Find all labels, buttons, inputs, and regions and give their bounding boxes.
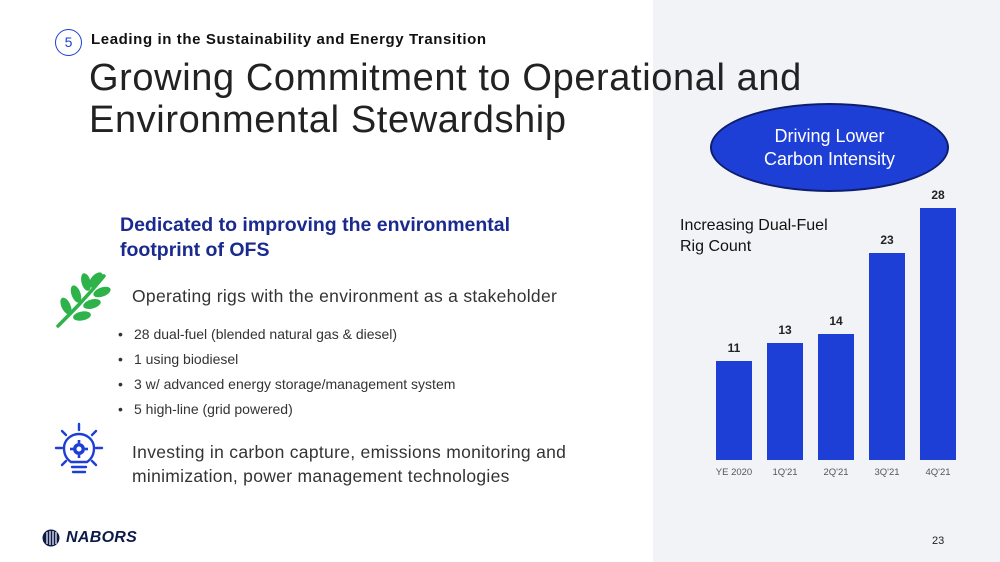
operating-rigs-point: Operating rigs with the environment as a… — [132, 286, 558, 306]
callout-line-1: Driving Lower — [774, 125, 885, 146]
investing-point-line-2: minimization, power management technolog… — [132, 466, 510, 486]
x-tick-label-4: 4Q'21 — [925, 467, 950, 478]
dual-fuel-bar-chart: 11 YE 2020 13 1Q'21 14 2Q'21 23 3Q'21 28 4Q'21 — [716, 188, 956, 478]
chart-title-line-1: Increasing Dual-Fuel — [680, 217, 828, 234]
x-tick-label-1: 1Q'21 — [772, 467, 797, 478]
data-label-0: 11 — [728, 341, 741, 355]
investing-point-line-1: Investing in carbon capture, emissions m… — [132, 442, 567, 462]
bar-3 — [869, 253, 905, 460]
data-label-2: 14 — [829, 314, 843, 328]
list-item-text: 28 dual-fuel (blended natural gas & dies… — [134, 326, 398, 342]
carbon-intensity-callout: Driving Lower Carbon Intensity — [710, 103, 949, 192]
page-title-line-2: Environmental Stewardship — [89, 99, 567, 141]
list-item-text: 3 w/ advanced energy storage/management … — [134, 376, 456, 392]
nabors-logo: NABORS — [42, 528, 137, 548]
investing-point: Investing in carbon capture, emissions m… — [132, 440, 612, 488]
chart-title: Increasing Dual-Fuel Rig Count — [680, 215, 880, 257]
bar-1 — [767, 343, 803, 460]
page-title: Growing Commitment to Operational and En… — [89, 57, 849, 141]
bar-0 — [716, 361, 752, 460]
data-label-1: 13 — [778, 323, 792, 337]
x-tick-label-3: 3Q'21 — [874, 467, 899, 478]
section-number-badge: 5 — [55, 29, 82, 56]
callout-line-2: Carbon Intensity — [763, 148, 896, 169]
subheading: Dedicated to improving the environmental… — [120, 213, 570, 263]
x-tick-label-0: YE 2020 — [716, 467, 752, 478]
nabors-logo-icon — [42, 529, 60, 547]
bar-4 — [920, 208, 956, 460]
list-item-text: 1 using biodiesel — [134, 351, 239, 367]
lightbulb-gear-icon — [54, 422, 104, 474]
list-item: • 3 w/ advanced energy storage/management… — [118, 376, 456, 392]
subheading-line-1: Dedicated to improving the environmental — [120, 214, 511, 236]
logo-text: NABORS — [66, 529, 138, 546]
list-item-text: 5 high-line (grid powered) — [134, 401, 293, 417]
page-title-line-1: Growing Commitment to Operational and — [89, 57, 802, 99]
data-label-3: 23 — [880, 233, 894, 247]
list-item: • 5 high-line (grid powered) — [118, 401, 293, 417]
bar-2 — [818, 334, 854, 460]
leaf-icon — [56, 272, 111, 328]
section-title: Leading in the Sustainability and Energy… — [91, 31, 487, 48]
list-item: • 28 dual-fuel (blended natural gas & die… — [118, 326, 398, 342]
data-label-4: 28 — [931, 188, 945, 202]
list-item: • 1 using biodiesel — [118, 351, 239, 367]
chart-title-line-2: Rig Count — [680, 238, 752, 255]
bullet-list: • 28 dual-fuel (blended natural gas & die… — [118, 324, 455, 424]
page-number: 23 — [932, 535, 945, 547]
subheading-line-2: footprint of OFS — [120, 239, 270, 261]
x-tick-label-2: 2Q'21 — [823, 467, 848, 478]
